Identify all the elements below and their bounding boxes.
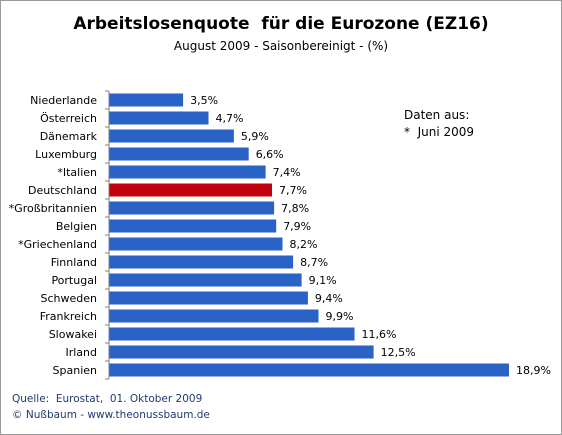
source-line-1: Quelle: Eurostat, 01. Oktober 2009 <box>12 393 203 405</box>
data-label-0: 3,5% <box>190 94 218 107</box>
category-label-11: Schweden <box>41 292 98 305</box>
category-label-9: Finnland <box>51 256 97 269</box>
category-label-6: *Großbritannien <box>9 202 97 215</box>
bar-5 <box>109 183 272 197</box>
category-label-5: Deutschland <box>28 184 97 197</box>
category-label-1: Österreich <box>40 112 97 125</box>
category-label-7: Belgien <box>56 220 97 233</box>
bar-15 <box>109 363 509 377</box>
category-label-4: *Italien <box>57 166 97 179</box>
bar-12 <box>109 309 319 323</box>
chart-annotation: Daten aus: * Juni 2009 <box>404 107 474 141</box>
data-label-15: 18,9% <box>516 364 551 377</box>
annotation-line-1: Daten aus: <box>404 108 470 122</box>
bar-7 <box>109 219 277 233</box>
source-line-2: © Nußbaum - www.theonussbaum.de <box>12 409 210 421</box>
category-label-10: Portugal <box>51 274 97 287</box>
data-label-13: 11,6% <box>362 328 397 341</box>
data-label-7: 7,9% <box>283 220 311 233</box>
data-label-4: 7,4% <box>273 166 301 179</box>
data-label-10: 9,1% <box>309 274 337 287</box>
bar-4 <box>109 165 266 179</box>
data-label-8: 8,2% <box>290 238 318 251</box>
bar-6 <box>109 201 275 215</box>
category-label-2: Dänemark <box>40 130 98 143</box>
bar-11 <box>109 291 308 305</box>
bar-0 <box>109 93 184 107</box>
category-label-0: Niederlande <box>30 94 97 107</box>
data-label-2: 5,9% <box>241 130 269 143</box>
bar-8 <box>109 237 283 251</box>
bar-9 <box>109 255 294 269</box>
data-label-6: 7,8% <box>281 202 309 215</box>
chart-title: Arbeitslosenquote für die Eurozone (EZ16… <box>73 14 489 34</box>
bar-10 <box>109 273 302 287</box>
bar-13 <box>109 327 355 341</box>
source-note: Quelle: Eurostat, 01. Oktober 2009 © Nuß… <box>12 391 210 423</box>
bar-2 <box>109 129 234 143</box>
category-label-12: Frankreich <box>40 310 97 323</box>
bar-3 <box>109 147 249 161</box>
category-label-14: Irland <box>65 346 97 359</box>
category-label-13: Slowakei <box>49 328 97 341</box>
category-label-8: *Griechenland <box>18 238 97 251</box>
bar-14 <box>109 345 374 359</box>
data-label-3: 6,6% <box>256 148 284 161</box>
data-label-1: 4,7% <box>216 112 244 125</box>
data-label-14: 12,5% <box>381 346 416 359</box>
annotation-line-2: * Juni 2009 <box>404 125 475 139</box>
data-label-5: 7,7% <box>279 184 307 197</box>
category-label-3: Luxemburg <box>35 148 97 161</box>
data-label-9: 8,7% <box>300 256 328 269</box>
category-label-15: Spanien <box>53 364 98 377</box>
data-label-12: 9,9% <box>326 310 354 323</box>
bar-1 <box>109 111 209 125</box>
data-label-11: 9,4% <box>315 292 343 305</box>
chart-subtitle: August 2009 - Saisonbereinigt - (%) <box>173 39 389 53</box>
